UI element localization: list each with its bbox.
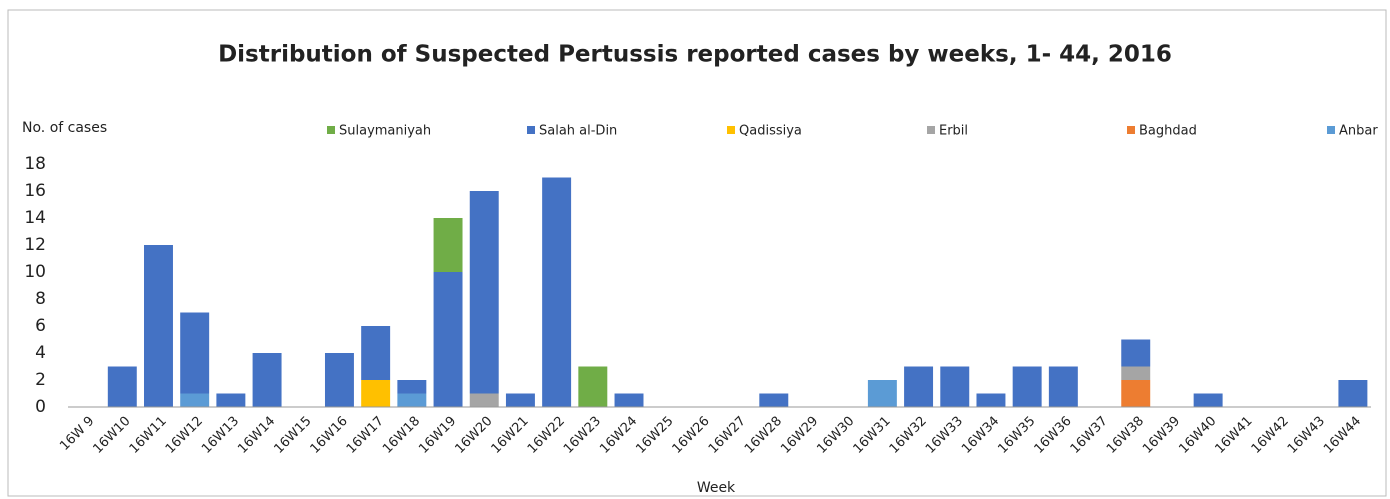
y-tick-label: 14 bbox=[24, 208, 46, 228]
bar-segment bbox=[940, 366, 970, 407]
bar-segment bbox=[1048, 366, 1078, 407]
bar-segment bbox=[324, 353, 354, 407]
legend-swatch bbox=[327, 126, 335, 134]
bar-segment bbox=[1012, 366, 1042, 407]
bar-segment bbox=[1193, 393, 1223, 407]
legend-swatch bbox=[727, 126, 735, 134]
x-axis-label: Week bbox=[697, 480, 736, 496]
chart-frame bbox=[7, 9, 1387, 497]
y-tick-label: 0 bbox=[35, 397, 46, 417]
legend-label: Anbar bbox=[1339, 124, 1378, 139]
legend-label: Salah al-Din bbox=[539, 124, 617, 139]
bar-segment bbox=[1338, 380, 1368, 407]
bar-segment bbox=[614, 393, 644, 407]
bar-segment bbox=[867, 380, 897, 407]
bar-segment bbox=[107, 366, 137, 407]
y-tick-label: 2 bbox=[35, 370, 46, 390]
y-tick-label: 12 bbox=[24, 235, 46, 255]
bar-segment bbox=[180, 393, 210, 407]
y-tick-label: 6 bbox=[35, 316, 46, 336]
y-tick-label: 4 bbox=[35, 343, 46, 363]
y-tick-label: 10 bbox=[24, 262, 46, 282]
y-axis-label: No. of cases bbox=[22, 120, 107, 136]
chart-title: Distribution of Suspected Pertussis repo… bbox=[218, 42, 1172, 68]
bar-segment bbox=[976, 393, 1006, 407]
bar-segment bbox=[433, 218, 463, 272]
bar-segment bbox=[180, 312, 210, 394]
legend-swatch bbox=[527, 126, 535, 134]
bar-segment bbox=[578, 366, 608, 407]
bar-segment bbox=[505, 393, 535, 407]
bar-segment bbox=[361, 326, 391, 380]
bar-segment bbox=[1121, 380, 1151, 407]
legend-swatch bbox=[1127, 126, 1135, 134]
legend-label: Qadissiya bbox=[739, 124, 802, 139]
bar-segment bbox=[397, 380, 427, 394]
bar-segment bbox=[433, 272, 463, 407]
bar-segment bbox=[361, 380, 391, 407]
legend-label: Erbil bbox=[939, 124, 968, 139]
bar-segment bbox=[469, 393, 499, 407]
bar-segment bbox=[1121, 339, 1151, 367]
legend-swatch bbox=[1327, 126, 1335, 134]
bar-segment bbox=[144, 245, 173, 407]
bar-segment bbox=[252, 353, 282, 407]
bar-segment bbox=[469, 191, 499, 394]
legend-label: Sulaymaniyah bbox=[339, 124, 431, 139]
legend-label: Baghdad bbox=[1139, 124, 1197, 139]
bar-segment bbox=[397, 393, 427, 407]
bar-segment bbox=[216, 393, 246, 407]
bar-segment bbox=[1121, 366, 1151, 380]
bar-segment bbox=[542, 177, 572, 407]
bar-segment bbox=[759, 393, 789, 407]
y-tick-label: 8 bbox=[35, 289, 46, 309]
y-tick-label: 18 bbox=[24, 154, 46, 174]
legend-swatch bbox=[927, 126, 935, 134]
y-tick-label: 16 bbox=[24, 181, 46, 201]
bar-segment bbox=[904, 366, 934, 407]
